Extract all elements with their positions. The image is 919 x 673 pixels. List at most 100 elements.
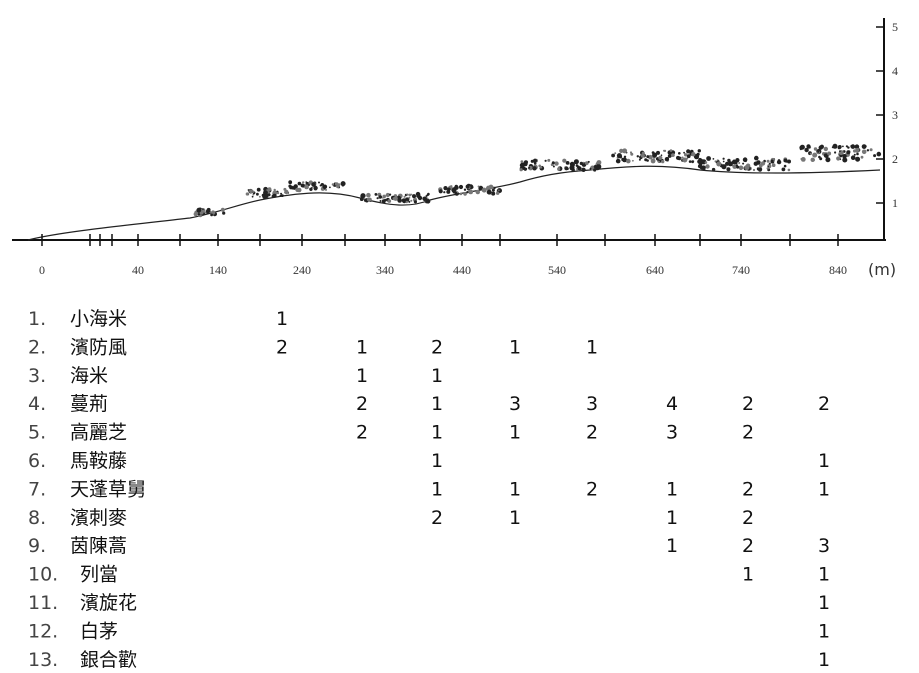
abundance: 2 — [742, 393, 754, 415]
plant — [622, 148, 628, 154]
plant — [331, 183, 335, 186]
abundance: 3 — [509, 393, 521, 415]
plant — [564, 166, 569, 171]
plant — [251, 195, 254, 198]
y-label: 5 — [892, 20, 898, 34]
plant — [699, 166, 704, 170]
plant — [402, 198, 406, 202]
plant — [574, 160, 577, 163]
abundance: 1 — [509, 336, 521, 358]
plant — [860, 155, 864, 159]
plant — [417, 195, 423, 201]
abundance: 1 — [818, 478, 830, 500]
x-label: 440 — [453, 263, 471, 277]
plant — [799, 145, 803, 150]
plant — [256, 187, 261, 192]
plant — [819, 144, 825, 149]
plant — [660, 154, 663, 156]
plant — [374, 193, 378, 196]
abundance: 2 — [431, 336, 443, 358]
plant — [410, 199, 413, 202]
plant — [340, 181, 346, 187]
plant — [359, 197, 364, 201]
plant — [615, 158, 621, 164]
plant — [845, 145, 849, 148]
plant — [367, 197, 372, 202]
plant — [196, 207, 202, 213]
plant — [697, 149, 701, 153]
y-label: 4 — [892, 64, 898, 78]
plant — [284, 189, 289, 195]
plant — [650, 158, 656, 164]
plant — [366, 192, 371, 198]
plant — [850, 155, 856, 160]
abundance: 2 — [742, 507, 754, 529]
plant — [273, 188, 276, 192]
plant — [813, 147, 818, 151]
abundance: 1 — [666, 535, 678, 557]
abundance: 1 — [666, 507, 678, 529]
plant — [783, 164, 787, 168]
plant — [744, 164, 750, 171]
plant — [448, 188, 451, 191]
plant — [861, 144, 867, 150]
plant — [408, 196, 411, 199]
species-name: 海米 — [70, 365, 108, 387]
plant — [256, 192, 259, 196]
plant — [584, 161, 589, 166]
abundance: 1 — [509, 507, 521, 529]
plant — [210, 213, 214, 217]
y-label: 2 — [892, 152, 898, 166]
plant — [638, 158, 641, 161]
plant — [427, 199, 430, 202]
species-name: 濱旋花 — [80, 592, 137, 614]
plant — [593, 168, 597, 172]
plant — [491, 188, 495, 192]
row-number: 8. — [28, 507, 46, 529]
abundance: 2 — [356, 393, 368, 415]
plant — [846, 150, 851, 155]
plant — [318, 181, 320, 184]
species-name: 馬鞍藤 — [70, 450, 127, 472]
plant — [783, 158, 788, 163]
species-name: 白茅 — [80, 620, 118, 642]
plant — [193, 212, 198, 217]
plant — [644, 158, 648, 162]
plant — [626, 158, 631, 164]
plant — [470, 186, 474, 189]
plant — [759, 163, 763, 168]
x-label: 740 — [732, 263, 750, 277]
x-label: 340 — [376, 263, 394, 277]
abundance: 3 — [666, 422, 678, 444]
abundance: 1 — [431, 393, 443, 415]
plant — [781, 167, 786, 172]
plant — [272, 193, 277, 198]
plant — [523, 167, 527, 171]
plant — [616, 153, 622, 159]
species-name: 小海米 — [70, 308, 127, 330]
plant — [222, 211, 226, 215]
plant — [571, 168, 575, 172]
plant — [825, 157, 831, 163]
plant — [206, 207, 211, 212]
row-number: 9. — [28, 535, 46, 557]
plant — [817, 150, 820, 153]
species-name: 濱刺麥 — [70, 507, 127, 529]
plant — [667, 154, 672, 158]
plant — [706, 156, 711, 161]
plant — [691, 160, 694, 164]
plant — [716, 161, 722, 167]
plant — [582, 161, 585, 164]
abundance: 1 — [356, 365, 368, 387]
plant — [658, 155, 663, 160]
plant — [576, 168, 579, 171]
abundance: 1 — [356, 336, 368, 358]
plant — [776, 159, 782, 165]
plant — [427, 192, 430, 196]
plant — [727, 158, 731, 163]
plant — [539, 166, 543, 169]
x-label: 640 — [646, 263, 664, 277]
abundance: 1 — [742, 564, 754, 586]
plant — [532, 158, 538, 163]
